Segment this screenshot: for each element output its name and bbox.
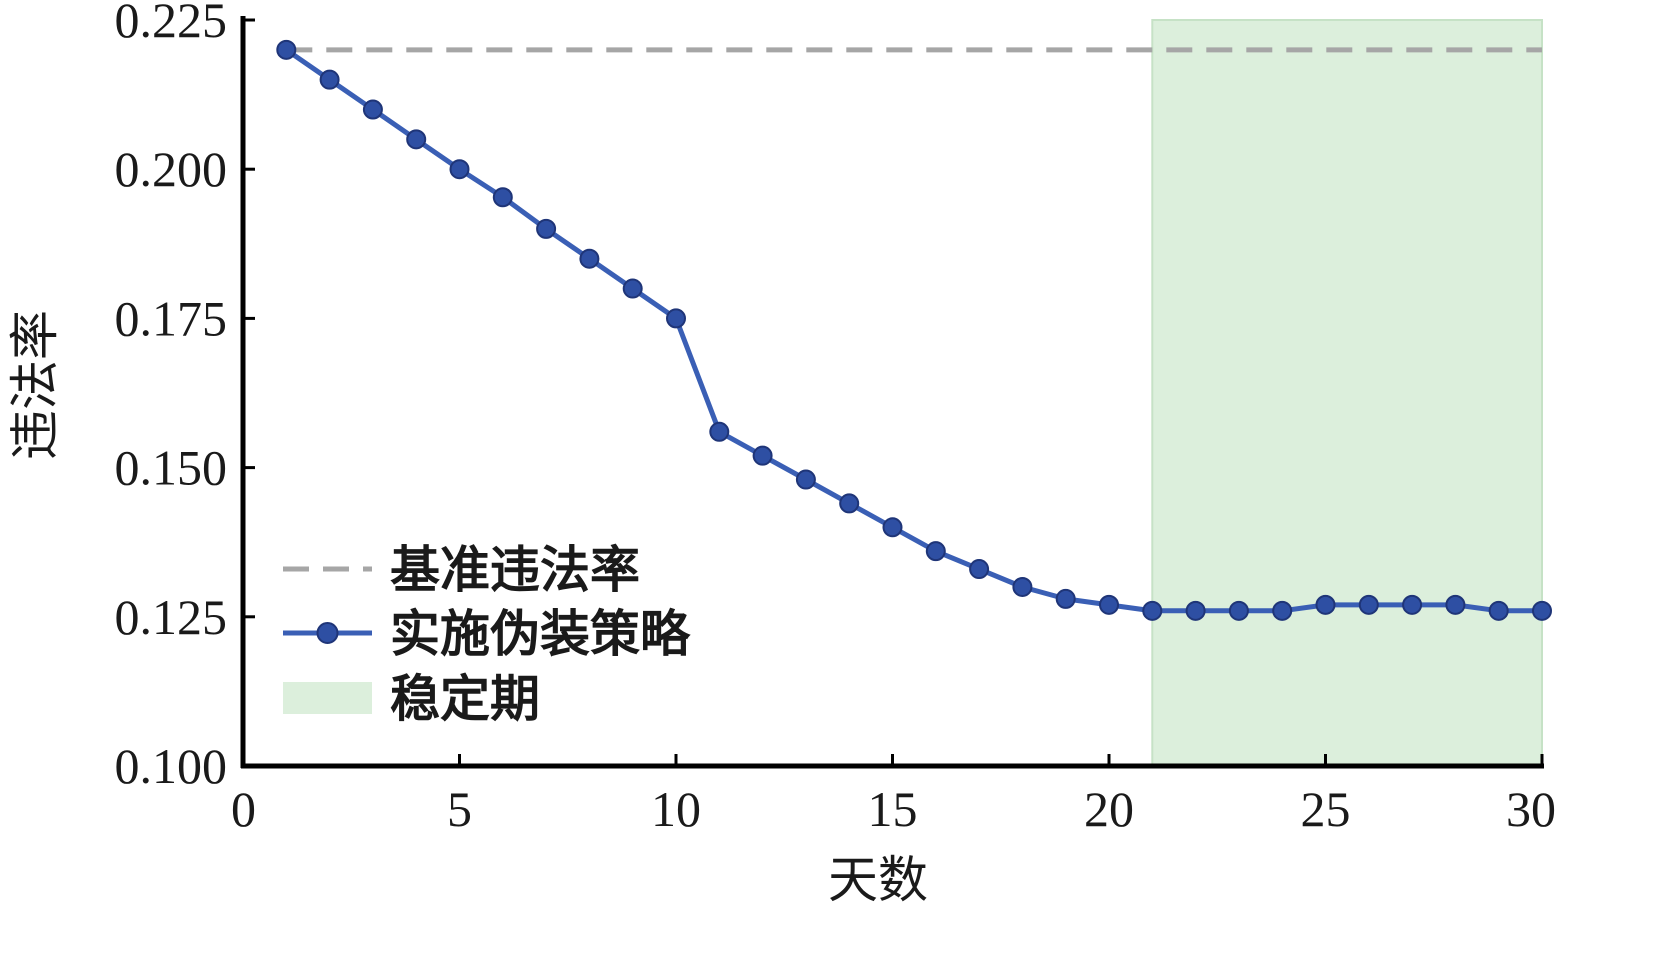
data-point — [882, 517, 903, 538]
x-tick-label: 25 — [1301, 781, 1351, 837]
data-point — [839, 493, 860, 514]
series-layer — [276, 39, 1552, 621]
data-point — [1445, 594, 1466, 615]
y-tick-label: 0.225 — [115, 0, 228, 48]
data-point — [1228, 600, 1249, 621]
data-point — [1488, 600, 1509, 621]
data-point — [1185, 600, 1206, 621]
data-point — [1055, 588, 1076, 609]
data-point — [752, 445, 773, 466]
data-point — [1142, 600, 1163, 621]
x-axis-ticks: 0 5 10 15 20 25 30 — [231, 754, 1556, 837]
data-point — [622, 278, 643, 299]
data-point — [1532, 600, 1552, 621]
x-tick-label: 10 — [651, 781, 701, 837]
y-tick-label: 0.150 — [115, 440, 228, 496]
data-point — [1012, 576, 1033, 597]
data-point — [1358, 594, 1379, 615]
data-point — [666, 308, 686, 329]
x-tick-label: 15 — [868, 781, 918, 837]
legend: 基准违法率 实施伪装策略 稳定期 — [283, 541, 691, 728]
x-tick-label: 20 — [1084, 781, 1134, 837]
data-point — [969, 559, 990, 580]
y-axis-ticks: 0.100 0.125 0.150 0.175 0.200 0.225 — [115, 0, 255, 794]
x-axis-title: 天数 — [828, 851, 928, 909]
data-point — [536, 218, 557, 239]
data-point — [1099, 594, 1119, 615]
data-point — [1315, 594, 1336, 615]
data-point — [406, 129, 427, 150]
data-point — [579, 248, 600, 269]
stable-period-region — [1151, 19, 1544, 767]
data-point — [1272, 600, 1293, 621]
data-point — [795, 469, 816, 490]
stable-period-region-layer — [1151, 19, 1544, 767]
x-tick-label: 30 — [1506, 781, 1556, 837]
data-point — [449, 159, 470, 180]
y-tick-label: 0.175 — [115, 290, 228, 346]
data-point — [925, 541, 946, 562]
x-tick-label: 0 — [231, 781, 256, 837]
data-point — [709, 421, 730, 442]
legend-baseline-label: 基准违法率 — [390, 541, 640, 599]
y-tick-label: 0.200 — [115, 141, 228, 197]
data-point — [276, 39, 297, 60]
data-point — [1402, 594, 1423, 615]
x-tick-label: 5 — [447, 781, 472, 837]
legend-series-marker — [316, 622, 339, 644]
y-tick-label: 0.100 — [115, 738, 228, 794]
legend-series-label: 实施伪装策略 — [390, 605, 691, 663]
data-point — [492, 187, 513, 208]
data-point — [319, 69, 340, 90]
y-tick-label: 0.125 — [115, 589, 228, 645]
legend-region-swatch — [283, 682, 372, 714]
y-axis-title: 违法率 — [6, 310, 64, 460]
data-point — [362, 99, 383, 120]
legend-region-label: 稳定期 — [390, 670, 540, 728]
